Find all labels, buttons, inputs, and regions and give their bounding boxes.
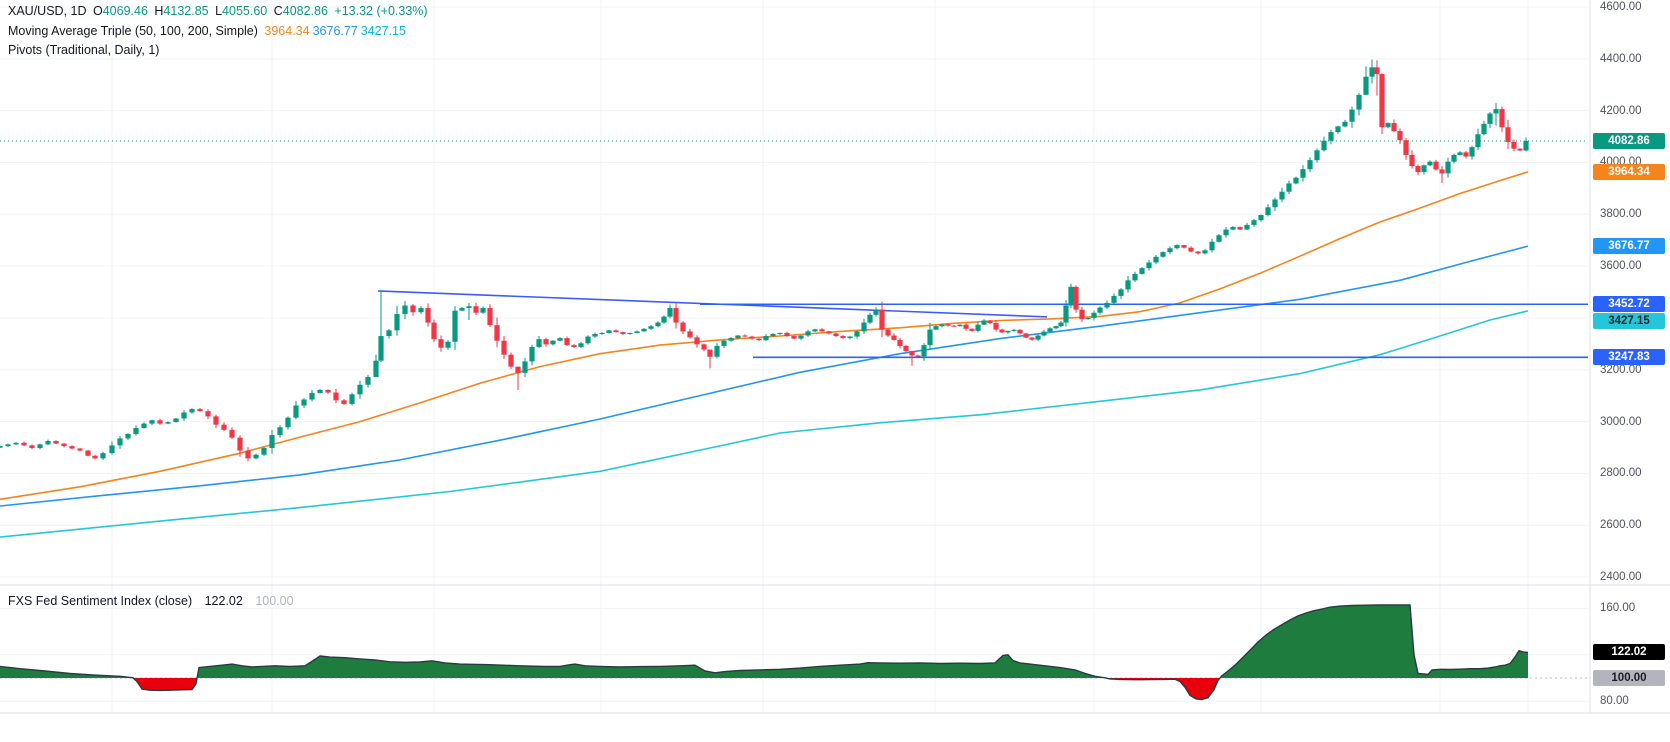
pivots-legend: Pivots (Traditional, Daily, 1): [8, 43, 162, 57]
time-axis[interactable]: MarAprMayJunJulAugSepOctNov19: [0, 713, 1670, 742]
price-axis-label: 4200.00: [1600, 104, 1642, 117]
ohlc-open-label: O: [92, 4, 103, 18]
ma100-line: [0, 245, 1529, 507]
price-axis-label: 4600.00: [1600, 1, 1642, 13]
sentiment-line: [0, 604, 1529, 701]
sentiment-badge-base: 100.00: [1593, 670, 1665, 686]
price-axis-label: 2600.00: [1600, 519, 1642, 532]
sentiment-legend-baseline: 100.00: [255, 594, 294, 608]
ma-legend-value: 3676.77: [312, 24, 358, 38]
sentiment-axis-label: 80.00: [1600, 695, 1629, 708]
price-badge-ma100: 3676.77: [1593, 238, 1665, 255]
price-axis-label: 4400.00: [1600, 52, 1642, 65]
ohlc-low-label: L: [215, 4, 223, 18]
ma50-line: [0, 171, 1529, 501]
ohlc-high-label: H: [154, 4, 164, 18]
ohlc-open-value: 4069.46: [102, 4, 148, 18]
ma-legend-value: 3427.15: [360, 24, 406, 38]
symbol-legend: XAU/USD, 1D O4069.46 H4132.85 L4055.60 C…: [8, 4, 431, 18]
price-badge-ma200: 3427.15: [1593, 312, 1665, 329]
ma-legend-title: Moving Average Triple (50, 100, 200, Sim…: [8, 24, 258, 38]
ma-legend: Moving Average Triple (50, 100, 200, Sim…: [8, 24, 412, 38]
sentiment-area-positive: [0, 604, 1528, 678]
price-axis-label: 3600.00: [1600, 260, 1642, 273]
symbol-title: XAU/USD, 1D: [8, 4, 87, 18]
pivots-legend-title: Pivots (Traditional, Daily, 1): [8, 43, 160, 57]
ohlc-change: +13.32 (+0.33%): [334, 4, 428, 18]
sentiment-badge-last: 122.02: [1593, 644, 1665, 661]
ma-legend-value: 3964.34: [264, 24, 310, 38]
price-axis-label: 3800.00: [1600, 208, 1642, 221]
ohlc-low-value: 4055.60: [222, 4, 268, 18]
sentiment-area-negative: [0, 678, 1528, 700]
ohlc-close-value: 4082.86: [282, 4, 328, 18]
ma200-line: [0, 310, 1529, 538]
ohlc-high-value: 4132.85: [163, 4, 209, 18]
ma-legend-values: 3964.34 3676.77 3427.15: [264, 24, 409, 38]
price-axis-label: 3200.00: [1600, 363, 1642, 376]
price-badge-ma50: 3964.34: [1593, 163, 1665, 180]
price-badge-current: 4082.86: [1593, 132, 1665, 149]
price-axis-label: 2800.00: [1600, 467, 1642, 480]
price-axis-label: 2400.00: [1600, 571, 1642, 583]
sentiment-axis-label: 160.00: [1600, 602, 1636, 615]
sentiment-legend: FXS Fed Sentiment Index (close) 122.02 1…: [8, 594, 297, 608]
price-axis[interactable]: 4600.00 4400.00 4200.00 4000.00 3800.00 3600.…: [1590, 0, 1670, 713]
price-badge-pivot-p: 3452.72: [1593, 296, 1665, 313]
sentiment-legend-title: FXS Fed Sentiment Index (close): [8, 594, 193, 608]
sentiment-legend-value: 122.02: [204, 594, 243, 608]
price-badge-pivot-s1: 3247.83: [1593, 349, 1665, 366]
ohlc-close-label: C: [273, 4, 283, 18]
price-axis-label: 3000.00: [1600, 415, 1642, 428]
candles-group: [0, 59, 1529, 462]
